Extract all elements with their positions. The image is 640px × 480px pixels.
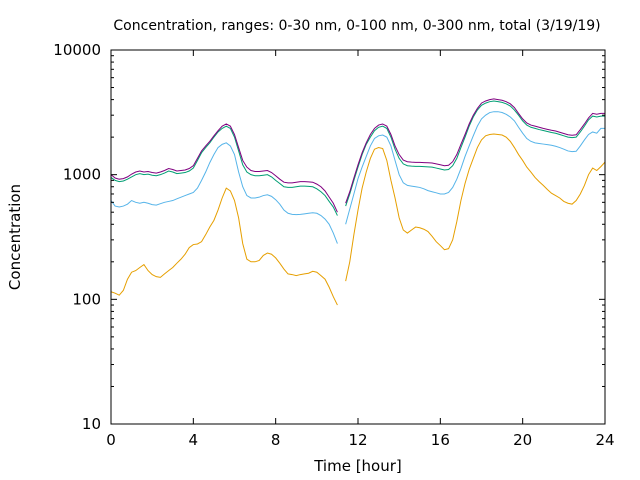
x-tick-label: 20	[513, 431, 532, 449]
series-line-2	[110, 111, 605, 244]
y-tick-label: 100	[72, 290, 101, 308]
x-tick-label: 0	[106, 431, 116, 449]
x-tick-label: 12	[348, 431, 367, 449]
y-axis-label: Concentration	[6, 184, 24, 290]
x-tick-label: 24	[595, 431, 614, 449]
x-tick-label: 16	[431, 431, 450, 449]
y-tick-label: 10	[82, 415, 101, 433]
series-line-3	[110, 100, 605, 216]
axis-ticks: 0 4 8 12 16 20 24 10 100 1000 10000	[53, 41, 614, 449]
series-layer	[110, 98, 606, 306]
chart-title: Concentration, ranges: 0-30 nm, 0-100 nm…	[113, 18, 600, 34]
x-axis-label: Time [hour]	[313, 457, 402, 475]
series-line-4	[110, 98, 605, 213]
y-tick-label: 1000	[63, 166, 101, 184]
x-tick-label: 4	[189, 431, 199, 449]
x-tick-label: 8	[271, 431, 281, 449]
series-line-1	[110, 133, 606, 306]
plot-frame	[110, 49, 606, 425]
y-tick-label: 10000	[53, 41, 101, 59]
